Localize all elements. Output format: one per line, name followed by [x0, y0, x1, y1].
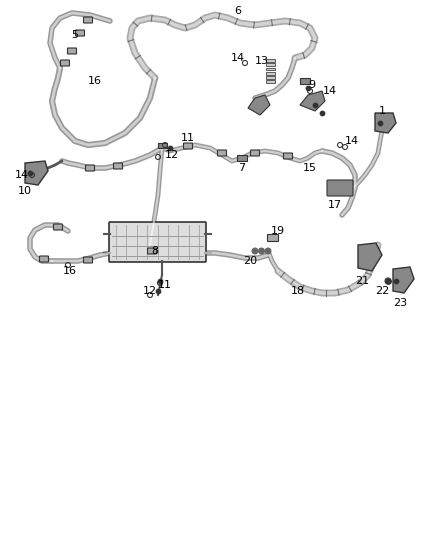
Circle shape	[252, 248, 258, 254]
FancyBboxPatch shape	[109, 222, 206, 262]
Polygon shape	[375, 113, 396, 133]
Point	[385, 277, 392, 285]
Polygon shape	[358, 243, 382, 271]
Circle shape	[259, 248, 264, 254]
FancyBboxPatch shape	[39, 256, 49, 262]
FancyBboxPatch shape	[283, 153, 293, 159]
Text: 6: 6	[234, 6, 241, 16]
Text: 22: 22	[375, 286, 389, 296]
Text: 14: 14	[345, 136, 359, 146]
Bar	[158, 143, 166, 148]
Text: 14: 14	[231, 53, 245, 63]
Text: 14: 14	[15, 170, 29, 180]
Text: 16: 16	[88, 76, 102, 86]
Text: 15: 15	[303, 163, 317, 173]
Text: 7: 7	[238, 163, 246, 173]
Point	[311, 101, 318, 109]
Bar	[265, 72, 275, 75]
Text: 21: 21	[355, 276, 369, 286]
Point	[26, 169, 33, 177]
Bar	[265, 63, 275, 66]
Text: 20: 20	[243, 256, 257, 266]
Bar	[265, 68, 275, 70]
Point	[318, 109, 325, 117]
FancyBboxPatch shape	[184, 143, 192, 149]
Text: 19: 19	[271, 226, 285, 236]
FancyBboxPatch shape	[84, 17, 92, 23]
Polygon shape	[248, 95, 270, 115]
FancyBboxPatch shape	[218, 150, 226, 156]
Text: 11: 11	[181, 133, 195, 143]
Bar	[300, 78, 310, 84]
Circle shape	[265, 248, 271, 254]
Polygon shape	[300, 91, 325, 111]
Text: 16: 16	[63, 266, 77, 276]
Text: 11: 11	[158, 280, 172, 290]
Bar	[265, 76, 275, 79]
Text: 10: 10	[18, 186, 32, 196]
Bar	[265, 80, 275, 83]
Polygon shape	[25, 161, 48, 185]
FancyBboxPatch shape	[84, 257, 92, 263]
Text: 17: 17	[328, 200, 342, 210]
Polygon shape	[393, 267, 414, 293]
Text: 12: 12	[165, 150, 179, 160]
Point	[392, 277, 399, 285]
Bar	[265, 59, 275, 62]
FancyBboxPatch shape	[85, 165, 95, 171]
FancyBboxPatch shape	[53, 224, 63, 230]
FancyBboxPatch shape	[67, 48, 77, 54]
Point	[155, 287, 162, 295]
Text: 12: 12	[143, 286, 157, 296]
FancyBboxPatch shape	[268, 235, 279, 241]
Text: 13: 13	[255, 56, 269, 66]
Text: 23: 23	[393, 298, 407, 308]
Bar	[237, 155, 247, 161]
Text: 18: 18	[291, 286, 305, 296]
FancyBboxPatch shape	[148, 248, 156, 254]
Text: 14: 14	[323, 86, 337, 96]
Text: 5: 5	[71, 30, 78, 40]
Text: 9: 9	[308, 80, 315, 90]
Point	[377, 119, 384, 127]
FancyBboxPatch shape	[113, 163, 123, 169]
Text: 1: 1	[378, 106, 385, 116]
FancyBboxPatch shape	[60, 60, 70, 66]
FancyBboxPatch shape	[251, 150, 259, 156]
Point	[166, 144, 173, 152]
FancyBboxPatch shape	[327, 180, 353, 196]
FancyBboxPatch shape	[75, 30, 85, 36]
Text: 8: 8	[152, 246, 159, 256]
Point	[304, 84, 311, 92]
Point	[156, 277, 163, 285]
